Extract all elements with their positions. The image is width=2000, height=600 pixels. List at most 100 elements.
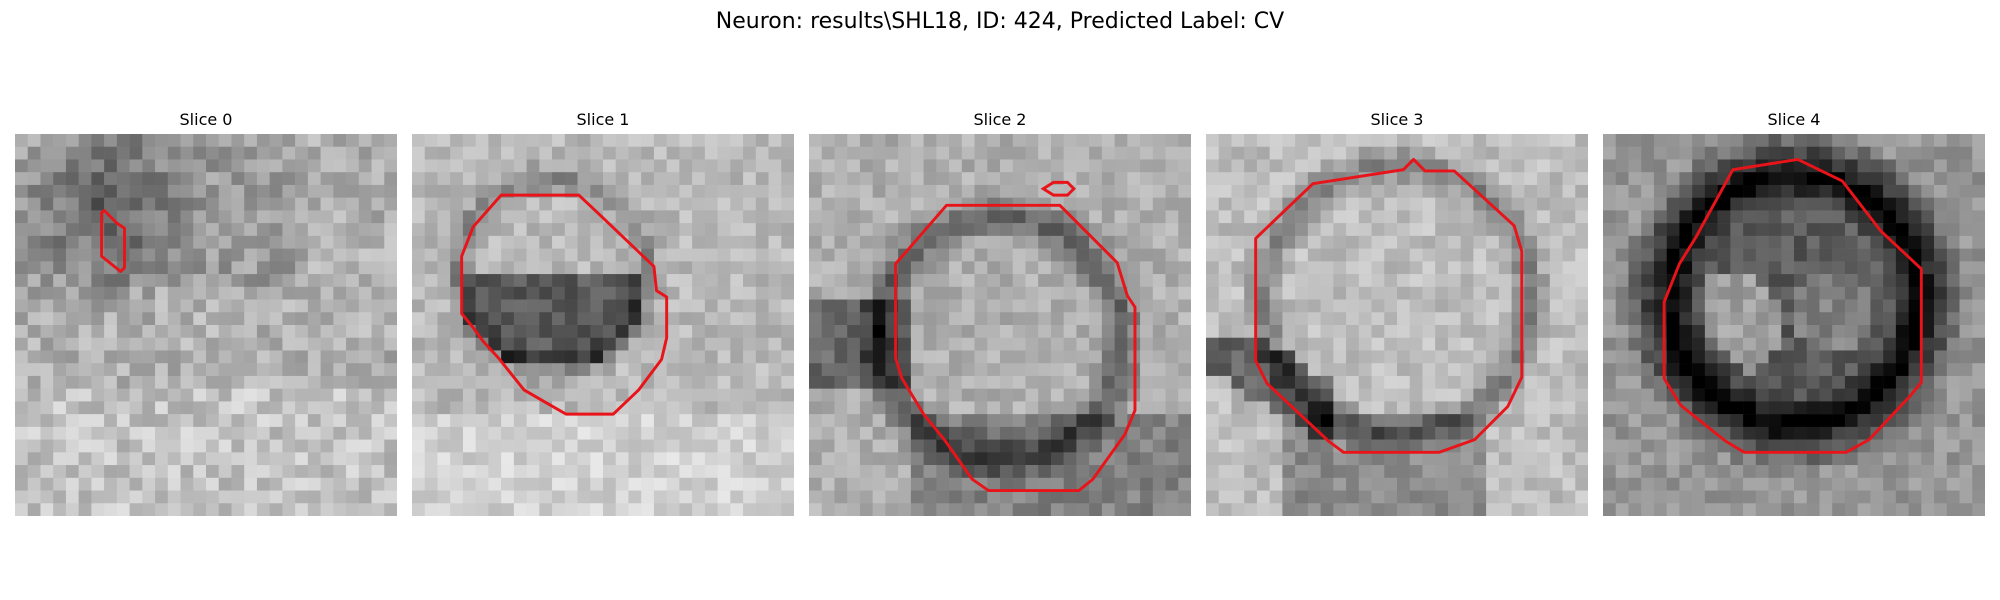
pixel [475,375,489,389]
pixel [1333,490,1347,504]
pixel [1832,159,1846,173]
pixel [1628,375,1642,389]
pixel [1384,312,1398,326]
pixel [1038,299,1052,313]
pixel [1397,286,1410,300]
pixel [1628,274,1642,288]
pixel [1101,197,1115,211]
pixel [1076,197,1090,211]
pixel [193,134,207,147]
pixel [346,248,360,262]
pixel [1615,235,1629,249]
pixel [743,401,757,415]
pixel [1946,172,1960,186]
pixel [1794,388,1807,402]
pixel [1397,274,1410,288]
pixel [1524,223,1538,237]
pixel [1333,452,1347,466]
pixel [730,286,744,300]
pixel [885,197,899,211]
pixel [1089,350,1103,364]
pixel [653,312,667,326]
pixel [282,490,296,504]
pixel [65,388,79,402]
pixel [1256,184,1270,198]
pixel [1295,490,1309,504]
pixel [320,261,334,275]
pixel [129,503,143,516]
pixel [1256,503,1270,516]
pixel [307,274,321,288]
pixel [974,248,988,262]
pixel [1114,363,1128,377]
pixel [1895,299,1909,313]
pixel [1101,235,1115,249]
pixel [1641,465,1655,479]
pixel [1641,172,1655,186]
pixel [269,210,283,224]
pixel [1178,452,1191,466]
pixel [692,503,706,516]
pixel [949,337,963,351]
pixel [1397,490,1410,504]
pixel [371,452,385,466]
pixel [1000,363,1013,377]
pixel [1231,299,1245,313]
pixel [1730,325,1744,338]
pixel [1524,210,1538,224]
pixel [1244,172,1258,186]
pixel [412,477,425,491]
pixel [1844,274,1858,288]
pixel [1397,452,1410,466]
pixel [295,223,309,237]
pixel [872,197,886,211]
pixel [206,350,219,364]
pixel [717,235,731,249]
pixel [27,248,41,262]
pixel [1295,172,1309,186]
pixel [180,197,194,211]
pixel [307,350,321,364]
pixel [1165,388,1179,402]
pixel [218,184,232,198]
pixel [590,248,604,262]
pixel [1844,210,1858,224]
pixel [193,261,207,275]
pixel [104,388,118,402]
pixel [501,375,515,389]
pixel [1231,325,1245,338]
pixel [1218,312,1232,326]
pixel [1486,388,1500,402]
pixel [142,388,156,402]
pixel [116,197,130,211]
pixel [53,248,67,262]
pixel [1959,223,1973,237]
pixel [1730,490,1744,504]
pixel [1333,503,1347,516]
pixel [539,375,553,389]
pixel [1755,477,1769,491]
pixel [1486,172,1500,186]
pixel [1000,337,1013,351]
pixel [1641,134,1655,147]
pixel [1320,210,1334,224]
pixel [1615,172,1629,186]
pixel [1282,274,1296,288]
pixel [1178,401,1191,415]
pixel [1946,146,1960,160]
pixel [692,146,706,160]
pixel [1050,439,1064,453]
pixel [1628,426,1642,440]
pixel [1755,172,1769,186]
pixel [1870,388,1884,402]
pixel [1025,248,1039,262]
pixel [1895,426,1909,440]
pixel [1794,337,1807,351]
pixel [501,350,515,364]
pixel [1498,465,1512,479]
pixel [1679,465,1693,479]
pixel [244,299,258,313]
pixel [1819,439,1833,453]
pixel [91,286,105,300]
pixel [244,248,258,262]
